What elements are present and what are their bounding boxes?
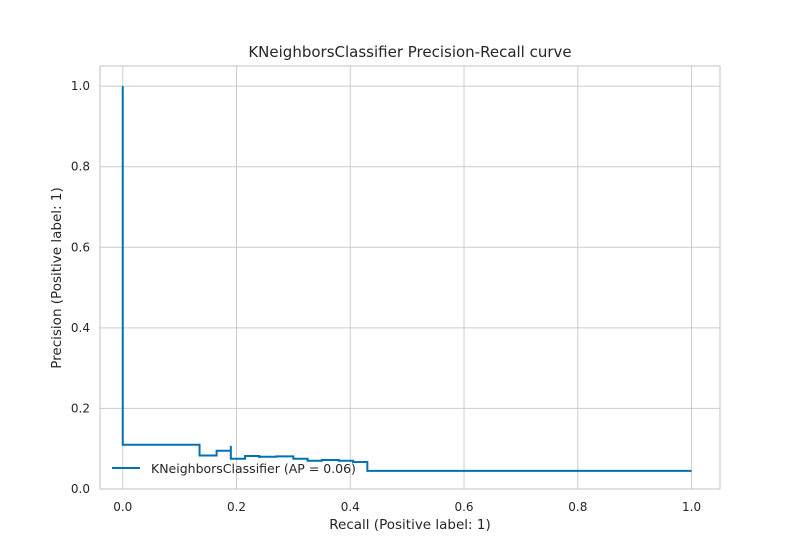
x-tick-label: 0.4 bbox=[341, 500, 360, 514]
y-tick-labels: 0.0 0.2 0.4 0.6 0.8 1.0 bbox=[71, 79, 90, 496]
y-tick-label: 0.0 bbox=[71, 482, 90, 496]
y-axis-title: Precision (Positive label: 1) bbox=[49, 187, 65, 368]
x-tick-label: 0.0 bbox=[113, 500, 132, 514]
x-tick-label: 0.2 bbox=[227, 500, 246, 514]
plot-frame bbox=[99, 65, 721, 490]
legend-label: KNeighborsClassifier (AP = 0.06) bbox=[151, 461, 356, 476]
x-tick-label: 1.0 bbox=[682, 500, 701, 514]
plot-area bbox=[100, 66, 720, 489]
y-tick-label: 0.2 bbox=[71, 401, 90, 415]
legend: KNeighborsClassifier (AP = 0.06) bbox=[112, 461, 356, 476]
y-tick-label: 1.0 bbox=[71, 79, 90, 93]
x-tick-label: 0.6 bbox=[454, 500, 473, 514]
x-tick-labels: 0.0 0.2 0.4 0.6 0.8 1.0 bbox=[113, 500, 701, 514]
grid-lines bbox=[100, 66, 720, 490]
y-tick-label: 0.4 bbox=[71, 321, 90, 335]
x-tick-label: 0.8 bbox=[568, 500, 587, 514]
x-axis-title: Recall (Positive label: 1) bbox=[329, 517, 491, 533]
series-line bbox=[121, 86, 692, 472]
y-tick-label: 0.8 bbox=[71, 160, 90, 174]
series-lines bbox=[121, 86, 692, 472]
y-tick-label: 0.6 bbox=[71, 240, 90, 254]
chart-title: KNeighborsClassifier Precision-Recall cu… bbox=[248, 43, 571, 61]
